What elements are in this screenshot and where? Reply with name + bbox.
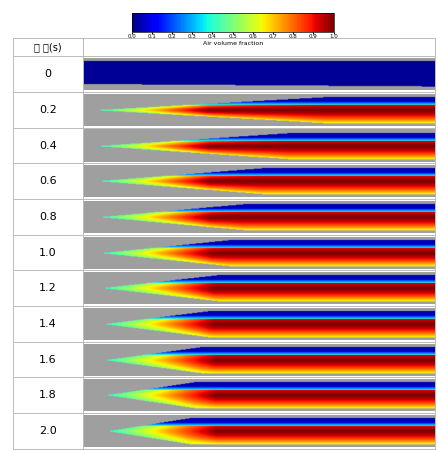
Text: 0.6: 0.6 [39, 176, 57, 186]
Text: 1.4: 1.4 [39, 319, 57, 329]
Text: 1.8: 1.8 [39, 390, 57, 400]
Text: 0.4: 0.4 [39, 141, 57, 151]
Text: 1.2: 1.2 [39, 283, 57, 293]
Text: 시 간(s): 시 간(s) [34, 42, 62, 52]
Text: 1.0: 1.0 [39, 248, 57, 258]
Text: 2.0: 2.0 [39, 426, 57, 436]
Text: 0.2: 0.2 [39, 105, 57, 115]
Text: 0: 0 [44, 69, 51, 79]
Text: 1.6: 1.6 [39, 354, 57, 364]
X-axis label: Air volume fraction: Air volume fraction [202, 41, 262, 46]
Text: 0.8: 0.8 [39, 212, 57, 222]
